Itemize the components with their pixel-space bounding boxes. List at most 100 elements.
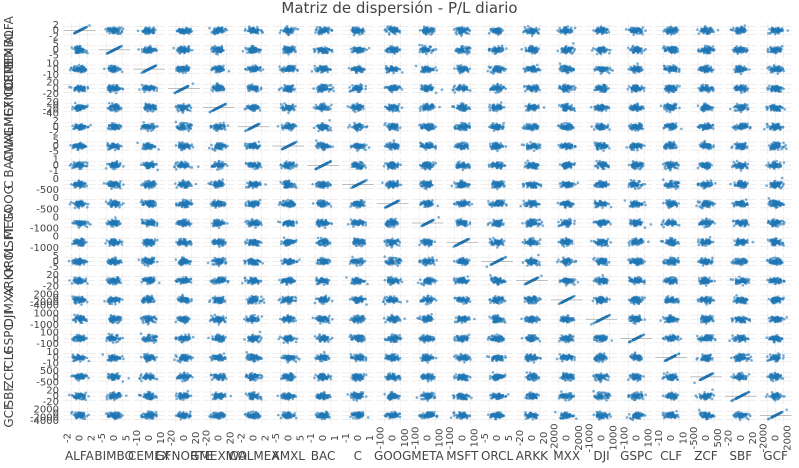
data-point bbox=[678, 70, 681, 73]
cell-BIMBO-vs-AMXL bbox=[272, 42, 304, 58]
data-point bbox=[178, 71, 181, 74]
data-point bbox=[117, 28, 120, 31]
cell-CEMEX-vs-CLF bbox=[655, 61, 687, 77]
data-point bbox=[323, 51, 326, 54]
data-point bbox=[82, 87, 85, 90]
data-point bbox=[497, 27, 500, 30]
cell-ALFA-vs-GCF bbox=[760, 23, 792, 39]
data-point bbox=[111, 31, 114, 34]
data-point bbox=[705, 29, 708, 32]
cell-BIMBO-vs-ZCF bbox=[690, 42, 722, 58]
data-point bbox=[774, 51, 777, 54]
cell-BIMBO-vs-SBF bbox=[725, 42, 757, 58]
cell-CEMEX-vs-GOOG bbox=[377, 61, 409, 77]
data-point bbox=[285, 30, 288, 33]
data-point bbox=[631, 49, 634, 52]
cell-BIMBO-vs-GSPC bbox=[620, 42, 652, 58]
data-point bbox=[430, 51, 433, 54]
cell-ALFA-vs-MXX bbox=[551, 23, 583, 39]
data-point bbox=[600, 25, 603, 28]
data-point bbox=[668, 69, 671, 72]
data-point bbox=[500, 69, 503, 72]
data-point bbox=[154, 64, 157, 67]
data-point bbox=[456, 64, 459, 67]
data-point bbox=[706, 70, 709, 73]
data-point bbox=[567, 50, 570, 53]
cell-ALFA-vs-WALMEX bbox=[238, 23, 270, 39]
data-point bbox=[712, 45, 715, 48]
data-point bbox=[324, 69, 327, 72]
data-point bbox=[636, 62, 639, 65]
data-point bbox=[667, 30, 670, 33]
cell-ALFA-vs-SBF bbox=[725, 23, 757, 39]
data-point bbox=[286, 25, 289, 28]
data-point bbox=[387, 48, 390, 51]
data-point bbox=[632, 34, 635, 37]
cell-BIMBO-vs-GMEXICO bbox=[203, 42, 235, 58]
data-point bbox=[643, 49, 646, 52]
data-point bbox=[570, 52, 573, 55]
data-point bbox=[223, 69, 226, 72]
data-point bbox=[106, 52, 109, 55]
data-point bbox=[458, 27, 461, 30]
data-point bbox=[775, 46, 778, 49]
data-point bbox=[155, 49, 158, 52]
data-point bbox=[258, 68, 261, 71]
data-point bbox=[492, 49, 495, 52]
data-point bbox=[780, 29, 783, 32]
cell-ALFA-vs-MSFT bbox=[446, 23, 478, 39]
cell-ALFA-vs-ZCF bbox=[690, 23, 722, 39]
cell-BIMBO-vs-GOOG bbox=[377, 42, 409, 58]
data-point bbox=[287, 53, 290, 56]
data-point bbox=[571, 68, 574, 71]
cell-CEMEX-vs-ALFA bbox=[64, 61, 96, 77]
data-point bbox=[289, 68, 292, 71]
data-point bbox=[592, 47, 595, 50]
data-point bbox=[634, 46, 637, 49]
data-point bbox=[634, 27, 637, 30]
data-point bbox=[351, 29, 354, 32]
cell-ALFA-vs-BAC bbox=[307, 23, 339, 39]
data-point bbox=[497, 32, 500, 35]
data-point bbox=[362, 27, 365, 30]
data-point bbox=[556, 29, 559, 32]
data-point bbox=[678, 68, 681, 71]
data-point bbox=[215, 52, 218, 55]
cell-CEMEX-vs-CEMEX bbox=[133, 61, 165, 77]
data-point bbox=[529, 50, 532, 53]
data-point bbox=[220, 50, 223, 53]
data-point bbox=[77, 49, 80, 52]
data-point bbox=[215, 48, 218, 51]
data-point bbox=[418, 44, 421, 47]
data-point bbox=[185, 65, 188, 68]
data-point bbox=[109, 29, 112, 32]
data-point bbox=[608, 31, 611, 34]
data-point bbox=[360, 48, 363, 51]
data-point bbox=[738, 30, 741, 33]
data-point bbox=[697, 48, 700, 51]
cell-BIMBO-vs-ALFA bbox=[64, 42, 96, 58]
cell-BIMBO-vs-GCF bbox=[760, 42, 792, 58]
cell-CEMEX-vs-ARKK bbox=[516, 61, 548, 77]
data-point bbox=[258, 29, 261, 32]
data-point bbox=[317, 68, 320, 71]
data-point bbox=[419, 29, 422, 32]
data-point bbox=[149, 45, 152, 48]
data-point bbox=[191, 49, 194, 52]
data-point bbox=[121, 87, 124, 90]
data-point bbox=[664, 50, 667, 53]
data-point bbox=[564, 48, 567, 51]
data-point bbox=[594, 30, 597, 33]
data-point bbox=[326, 50, 329, 53]
data-point bbox=[280, 29, 283, 32]
data-point bbox=[495, 47, 498, 50]
data-point bbox=[425, 69, 428, 72]
data-point bbox=[625, 28, 628, 31]
data-point bbox=[256, 31, 259, 34]
data-point bbox=[486, 70, 489, 73]
data-point bbox=[499, 30, 502, 33]
data-point bbox=[324, 48, 327, 51]
data-point bbox=[501, 29, 504, 32]
data-point bbox=[147, 68, 150, 71]
